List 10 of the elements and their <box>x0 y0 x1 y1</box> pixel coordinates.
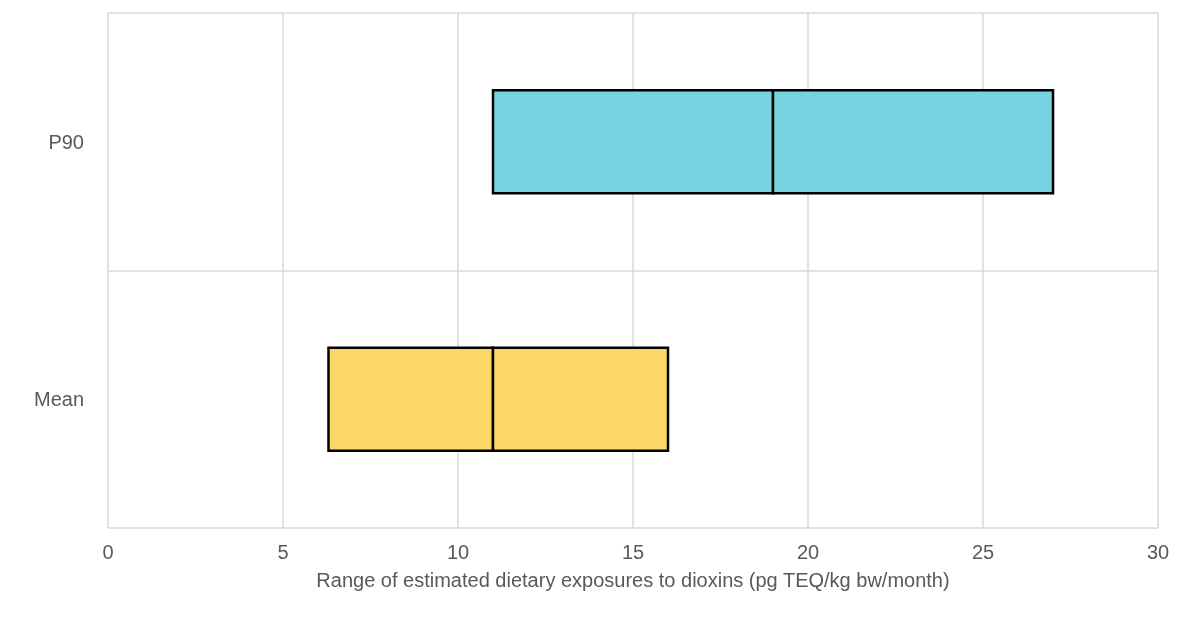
x-tick-label: 15 <box>621 541 645 563</box>
x-tick-label: 5 <box>277 541 289 563</box>
x-tick-label: 20 <box>796 541 820 563</box>
x-tick-label: 10 <box>446 541 470 563</box>
y-tick-label: Mean <box>33 388 84 411</box>
x-axis-title: Range of estimated dietary exposures to dioxins (pg TEQ/kg bw/month) <box>316 569 950 591</box>
x-tick-label: 30 <box>1146 541 1170 563</box>
x-tick-label: 0 <box>102 541 114 563</box>
x-tick-label: 25 <box>971 541 995 563</box>
y-tick-label: P90 <box>48 130 84 153</box>
